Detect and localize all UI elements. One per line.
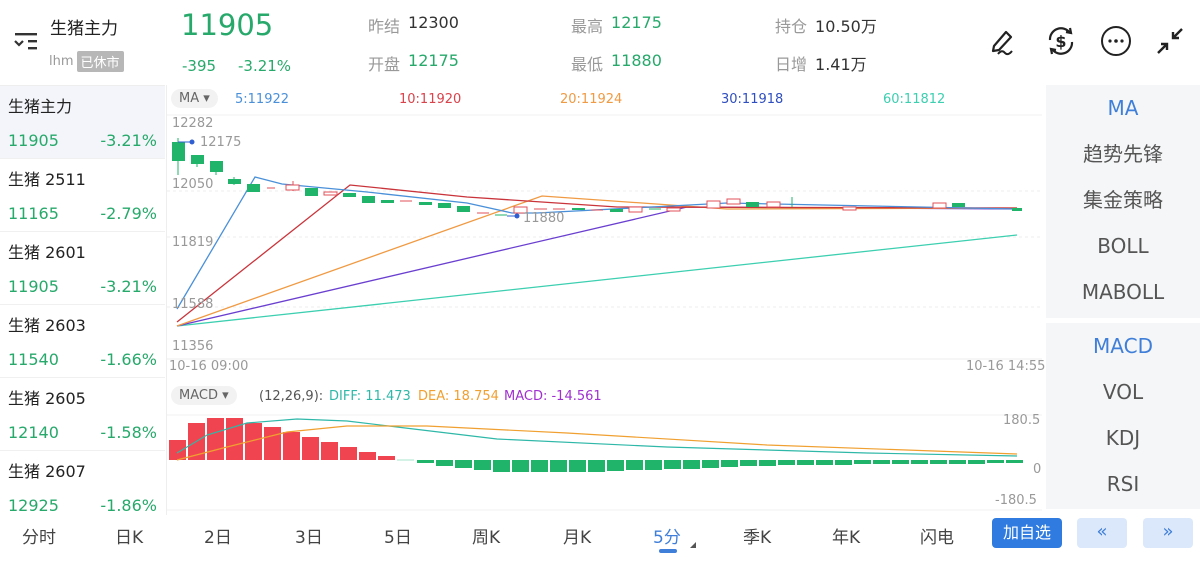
svg-text:$: $ — [1055, 32, 1066, 51]
period-tab[interactable]: 日K — [115, 528, 144, 548]
indicator-macd[interactable]: MACD — [1093, 334, 1153, 358]
y-tick: 11588 — [172, 297, 214, 312]
currency-exchange-icon[interactable]: $ — [1044, 24, 1078, 58]
high-marker-label: 12175 — [200, 135, 242, 150]
prev-button[interactable]: « — [1077, 518, 1127, 548]
low-marker-label: 11880 — [523, 211, 565, 226]
indicator-kdj[interactable]: KDJ — [1105, 426, 1141, 450]
y-tick: 12282 — [172, 116, 214, 131]
sub-indicator-group: MACD VOL KDJ RSI — [1046, 323, 1200, 509]
contract-item[interactable]: 生猪主力 11905 -3.21% — [0, 86, 165, 159]
indicator-capital[interactable]: 集金策略 — [1083, 188, 1163, 212]
diff-value: DIFF: 11.473 — [329, 389, 411, 404]
macd-tick: 180.5 — [1003, 413, 1041, 428]
period-tab[interactable]: 月K — [563, 528, 592, 548]
macd-legend: MACD ▾ (12,26,9): DIFF: 11.473 DEA: 18.7… — [171, 386, 1041, 408]
contract-item[interactable]: 生猪 2511 11165 -2.79% — [0, 159, 165, 232]
x-end-label: 10-16 14:55 — [966, 359, 1046, 374]
indicator-ma[interactable]: MA — [1107, 96, 1139, 120]
macd-histogram — [169, 418, 1023, 472]
ma30-line — [176, 206, 1018, 327]
ma5-value: 5:11922 — [235, 92, 290, 107]
stat-open-interest: 持仓 10.50万 — [775, 17, 877, 36]
indicator-maboll[interactable]: MABOLL — [1081, 280, 1165, 304]
contract-item[interactable]: 生猪 2601 11905 -3.21% — [0, 232, 165, 305]
macd-diff-line — [176, 418, 1018, 457]
contract-item[interactable]: 生猪 2605 12140 -1.58% — [0, 378, 165, 451]
y-tick: 11356 — [172, 339, 214, 354]
macd-dea-line — [176, 425, 1018, 461]
market-status-badge: 已休市 — [76, 51, 124, 72]
add-watchlist-button[interactable]: 加自选 — [992, 518, 1062, 548]
stat-prev-settle: 昨结 12300 — [368, 13, 459, 36]
period-tab[interactable]: 3日 — [295, 528, 323, 548]
menu-list-icon[interactable] — [12, 28, 40, 54]
contract-item[interactable]: 生猪 2607 12925 -1.86% — [8, 462, 157, 515]
main-indicator-group: MA 趋势先锋 集金策略 BOLL MABOLL — [1046, 85, 1200, 318]
last-price: 11905 — [181, 8, 274, 42]
period-tab[interactable]: 分时 — [22, 528, 56, 548]
stat-low: 最低 11880 — [571, 51, 662, 74]
macd-value: MACD: -14.561 — [504, 389, 602, 404]
y-tick: 12050 — [172, 177, 214, 192]
stat-open: 开盘 12175 — [368, 51, 459, 74]
ma60-line — [176, 234, 1018, 327]
ma20-line — [176, 195, 1018, 327]
symbol-sub: lhm 已休市 — [49, 51, 124, 72]
dea-value: DEA: 18.754 — [418, 389, 499, 404]
symbol-name: 生猪主力 — [50, 19, 118, 39]
ma-legend: MA ▾ 5:11922 10:11920 20:11924 30:11918 … — [171, 89, 1041, 111]
indicator-rsi[interactable]: RSI — [1106, 472, 1140, 496]
y-tick: 11819 — [172, 235, 214, 250]
macd-selector[interactable]: MACD ▾ — [171, 386, 237, 405]
contract-list: 生猪主力 11905 -3.21% 生猪 2511 11165 -2.79% 生猪 … — [0, 85, 165, 515]
stat-daily-change: 日增 1.41万 — [775, 55, 867, 74]
ma20-value: 20:11924 — [560, 92, 623, 107]
ma60-value: 60:11812 — [883, 92, 946, 107]
collapse-icon[interactable] — [1153, 24, 1187, 58]
price-change: -395 — [182, 57, 217, 75]
indicator-vol[interactable]: VOL — [1102, 380, 1144, 404]
period-tab[interactable]: 5日 — [384, 528, 412, 548]
draw-pen-icon[interactable] — [986, 24, 1020, 58]
indicator-boll[interactable]: BOLL — [1097, 234, 1149, 258]
indicator-trend[interactable]: 趋势先锋 — [1083, 142, 1163, 166]
ma10-value: 10:11920 — [399, 92, 462, 107]
symbol-code: lhm — [49, 54, 74, 69]
period-tab[interactable]: 季K — [743, 528, 772, 548]
x-start-label: 10-16 09:00 — [169, 359, 249, 374]
period-tab[interactable]: 年K — [832, 528, 861, 548]
indicator-panel: MA 趋势先锋 集金策略 BOLL MABOLL MACD VOL KDJ RS… — [1046, 85, 1200, 515]
candles — [172, 138, 1022, 216]
period-tab[interactable]: 周K — [472, 528, 501, 548]
selected-tab-indicator — [659, 549, 677, 553]
contract-item[interactable]: 生猪 2603 11540 -1.66% — [0, 305, 165, 378]
macd-params: (12,26,9): — [259, 389, 324, 404]
ma-selector[interactable]: MA ▾ — [171, 89, 218, 108]
price-change-pct: -3.21% — [238, 57, 292, 75]
quote-header: 生猪主力 lhm 已休市 11905 -395 -3.21% 昨结 12300 开… — [0, 0, 1200, 85]
period-tab[interactable]: 2日 — [204, 528, 232, 548]
chart-canvas — [167, 114, 1042, 511]
more-icon[interactable] — [1099, 24, 1133, 58]
stat-high: 最高 12175 — [571, 13, 662, 36]
period-tab-selected[interactable]: 5分 — [653, 528, 681, 548]
ma10-line — [176, 184, 1018, 323]
kline-chart[interactable]: MA ▾ 5:11922 10:11920 20:11924 30:11918 … — [166, 85, 1046, 515]
macd-tick: -180.5 — [995, 493, 1037, 508]
period-bar: 分时 日K 2日 3日 5日 周K 月K 5分 季K 年K 闪电 加自选 « » — [0, 515, 1200, 571]
macd-tick: 0 — [1033, 462, 1042, 477]
dropdown-corner-icon — [690, 542, 696, 548]
ma30-value: 30:11918 — [721, 92, 784, 107]
period-tab[interactable]: 闪电 — [920, 528, 954, 548]
next-button[interactable]: » — [1143, 518, 1193, 548]
ma5-line — [176, 176, 1018, 310]
